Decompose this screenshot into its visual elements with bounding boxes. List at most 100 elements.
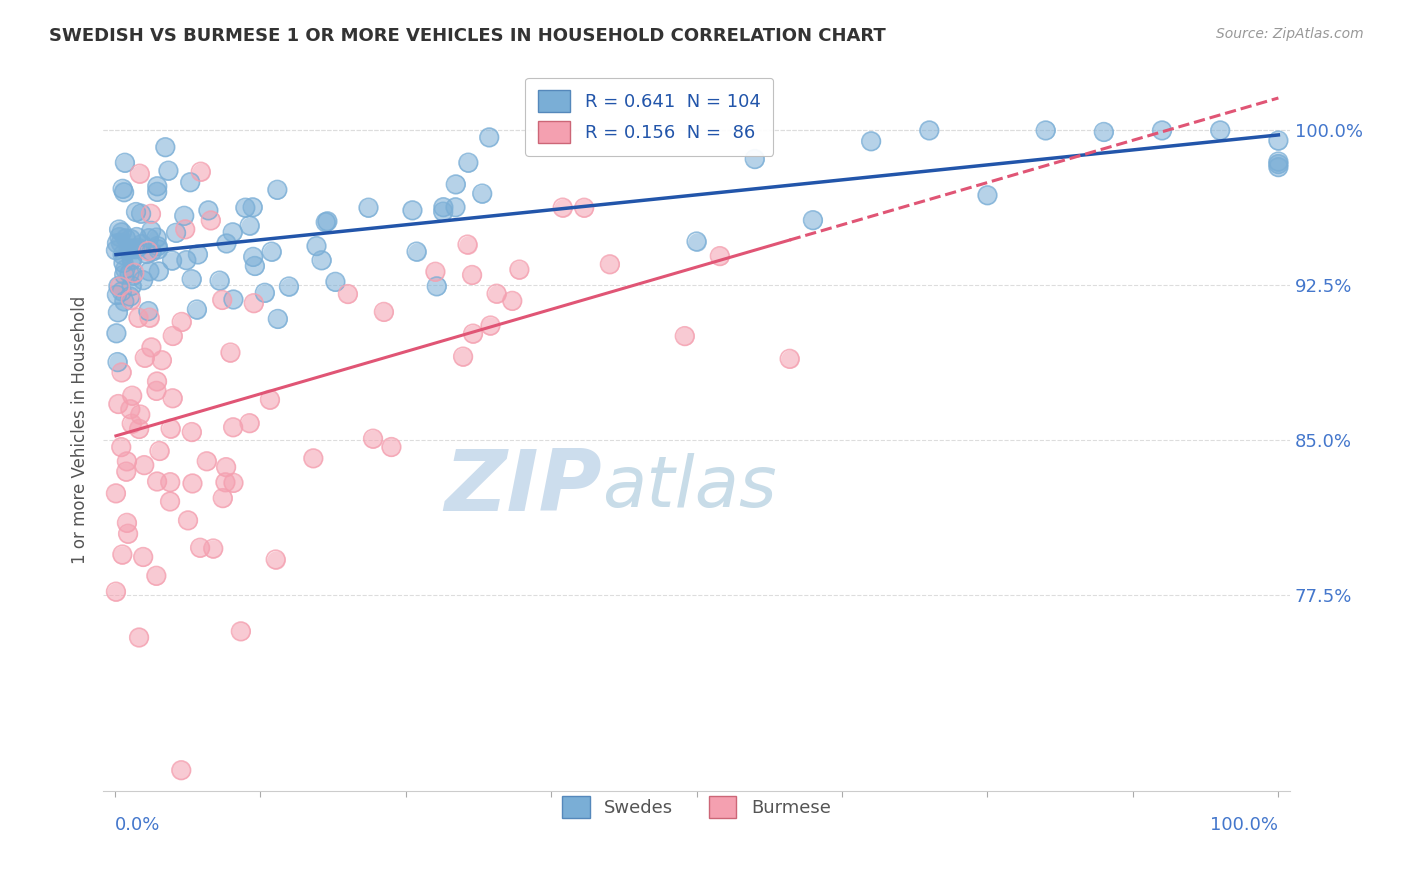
Point [188,541,211,555]
Point [157,163,180,178]
Point [121,252,143,266]
Point [243,296,266,310]
Point [146,179,169,194]
Point [471,186,494,201]
Point [779,351,801,366]
Text: ZIP: ZIP [444,446,602,529]
Point [1150,123,1173,137]
Point [673,329,696,343]
Point [112,186,135,200]
Point [165,226,187,240]
Point [479,318,502,333]
Point [124,266,146,280]
Point [239,219,262,233]
Point [115,454,138,468]
Point [155,140,177,154]
Point [118,244,141,258]
Point [501,293,523,308]
Point [177,513,200,527]
Point [432,200,454,214]
Point [128,631,150,645]
Point [315,215,337,229]
Point [124,242,146,256]
Point [190,165,212,179]
Point [214,475,236,490]
Point [551,201,574,215]
Point [572,201,595,215]
Point [357,201,380,215]
Point [127,241,149,255]
Point [1209,123,1232,137]
Point [222,225,245,239]
Point [457,155,479,169]
Point [779,351,801,366]
Point [1267,134,1289,148]
Point [120,402,142,417]
Point [211,293,233,307]
Point [104,486,127,500]
Point [141,224,163,238]
Point [181,476,204,491]
Point [120,293,142,307]
Point [145,384,167,398]
Point [159,475,181,490]
Point [145,230,167,244]
Point [222,420,245,434]
Point [215,460,238,475]
Point [444,200,467,214]
Point [444,178,467,192]
Point [112,256,135,270]
Point [146,179,169,194]
Point [111,182,134,196]
Point [451,350,474,364]
Point [115,465,138,479]
Point [112,294,135,309]
Point [1267,157,1289,171]
Point [444,200,467,214]
Point [128,631,150,645]
Point [134,351,156,365]
Point [432,204,454,219]
Point [260,244,283,259]
Point [305,239,328,253]
Point [1267,157,1289,171]
Point [174,222,197,236]
Point [1209,123,1232,137]
Point [111,225,134,239]
Point [145,569,167,583]
Point [146,185,169,199]
Point [114,155,136,169]
Point [108,279,131,293]
Point [138,304,160,318]
Point [572,201,595,215]
Point [104,244,127,258]
Point [685,235,707,249]
Point [305,239,328,253]
Point [107,305,129,319]
Point [104,486,127,500]
Point [110,440,132,454]
Point [114,262,136,277]
Point [1092,125,1115,139]
Point [222,293,245,307]
Point [148,264,170,278]
Point [195,454,218,468]
Point [111,248,134,262]
Point [120,289,142,303]
Point [233,201,256,215]
Point [145,384,167,398]
Point [115,231,138,245]
Point [239,416,262,430]
Point [146,185,169,199]
Point [108,230,131,244]
Point [145,230,167,244]
Point [121,253,143,268]
Point [461,326,484,341]
Point [315,215,337,229]
Point [599,257,621,271]
Point [685,235,707,249]
Point [186,302,208,317]
Point [239,416,262,430]
Point [120,242,142,256]
Point [165,226,187,240]
